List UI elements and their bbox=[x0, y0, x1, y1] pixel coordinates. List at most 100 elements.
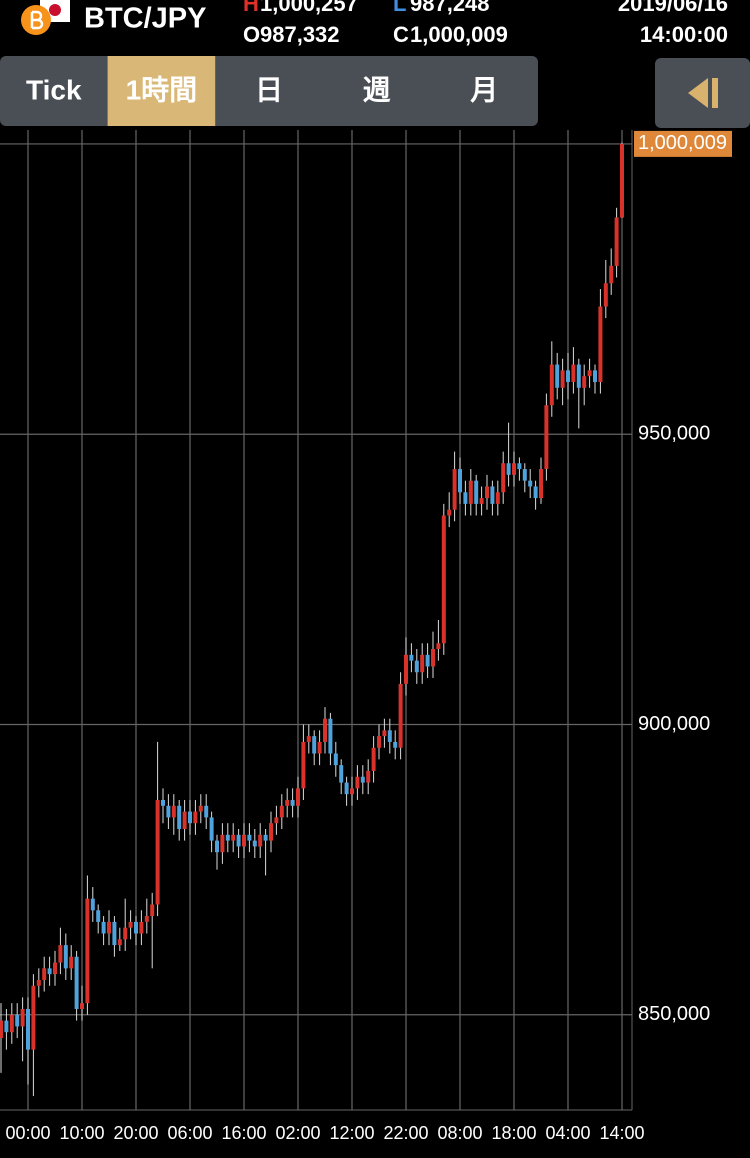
candle-body bbox=[209, 817, 214, 841]
candle-body bbox=[436, 643, 441, 650]
toggle-bar bbox=[712, 78, 718, 108]
candle-body bbox=[582, 376, 587, 388]
candle-body bbox=[188, 811, 192, 824]
tab[interactable]: Tick bbox=[26, 74, 82, 105]
candle-body bbox=[420, 654, 425, 673]
tab[interactable]: 月 bbox=[469, 74, 498, 105]
candle-body bbox=[425, 654, 430, 667]
candle-body bbox=[382, 730, 387, 737]
x-tick-label: 06:00 bbox=[167, 1123, 212, 1143]
candle-body bbox=[296, 788, 300, 806]
candle-body bbox=[485, 486, 489, 499]
candle-body bbox=[90, 898, 95, 911]
candle-body bbox=[144, 916, 149, 922]
candle-body bbox=[220, 834, 225, 853]
y-tick-label: 850,000 bbox=[638, 1003, 710, 1025]
flag-sun bbox=[49, 4, 61, 16]
candle-body bbox=[404, 654, 408, 684]
candle-body bbox=[263, 834, 268, 841]
open-value: 987,332 bbox=[260, 22, 340, 47]
candle-body bbox=[614, 217, 619, 266]
candle-body bbox=[85, 898, 90, 1004]
candle-body bbox=[506, 463, 511, 475]
candle-body bbox=[155, 799, 160, 905]
x-tick-label: 14:00 bbox=[599, 1123, 644, 1143]
y-tick-label: 950,000 bbox=[638, 422, 710, 444]
candle-body bbox=[96, 910, 101, 922]
candle-body bbox=[452, 469, 457, 510]
candle-body bbox=[274, 817, 279, 824]
candle-body bbox=[242, 834, 246, 847]
candle-body bbox=[560, 370, 565, 388]
candle-body bbox=[204, 805, 209, 818]
candle-body bbox=[344, 782, 349, 795]
candle-body bbox=[387, 730, 392, 742]
tab-selected-bg bbox=[107, 56, 216, 126]
x-tick-label: 22:00 bbox=[383, 1123, 428, 1143]
candle-body bbox=[36, 979, 41, 986]
x-tick-label: 12:00 bbox=[329, 1123, 374, 1143]
candle-body bbox=[414, 660, 419, 673]
tab[interactable]: 日 bbox=[255, 74, 283, 105]
candle-body bbox=[247, 834, 252, 841]
candle-body bbox=[215, 840, 219, 853]
candle-body bbox=[231, 834, 236, 841]
candle-body bbox=[4, 1020, 9, 1033]
x-tick-label: 00:00 bbox=[5, 1123, 50, 1143]
candle-body bbox=[350, 788, 354, 795]
candle-body bbox=[371, 747, 376, 771]
candle-body bbox=[53, 962, 57, 975]
candle-body bbox=[236, 834, 241, 847]
tab[interactable]: 1時間 bbox=[126, 74, 198, 105]
candle-body bbox=[123, 927, 128, 940]
candle-body bbox=[58, 945, 63, 963]
price-tag-label: 1,000,009 bbox=[638, 132, 727, 154]
candle-body bbox=[290, 799, 295, 806]
low-value: 987,248 bbox=[410, 0, 490, 16]
candle-body bbox=[593, 370, 597, 382]
candle-body bbox=[468, 480, 473, 504]
candle-body bbox=[366, 770, 371, 783]
candle-body bbox=[598, 306, 603, 382]
candle-body bbox=[517, 463, 522, 470]
candle-body bbox=[139, 921, 144, 934]
price-tag bbox=[634, 130, 732, 157]
candle-body bbox=[555, 364, 560, 388]
candle-body bbox=[522, 469, 527, 481]
candle-body bbox=[134, 921, 138, 934]
candle-body bbox=[301, 741, 306, 789]
candle-body bbox=[63, 945, 68, 969]
candle-body bbox=[576, 364, 581, 388]
x-tick-label: 20:00 bbox=[113, 1123, 158, 1143]
candle-body bbox=[549, 364, 554, 406]
candle-body bbox=[31, 985, 36, 1050]
candle-body bbox=[112, 921, 117, 946]
candle-body bbox=[80, 1003, 84, 1009]
candle-body bbox=[463, 492, 468, 504]
candle-body bbox=[198, 805, 203, 812]
candle-body bbox=[9, 1014, 14, 1033]
pair-name: BTC/JPY bbox=[84, 3, 206, 35]
candle-body bbox=[333, 753, 338, 766]
tab[interactable]: 週 bbox=[363, 74, 391, 105]
candle-body bbox=[193, 811, 198, 824]
date: 2019/06/16 bbox=[618, 0, 728, 16]
candle-body bbox=[150, 904, 155, 917]
candle-body bbox=[571, 364, 576, 382]
x-tick-label: 02:00 bbox=[275, 1123, 320, 1143]
candle-body bbox=[512, 463, 516, 475]
candle-body bbox=[441, 515, 446, 644]
candle-body bbox=[269, 823, 273, 841]
candle-body bbox=[279, 805, 284, 818]
candle-body bbox=[339, 765, 344, 783]
candle-body bbox=[398, 683, 403, 748]
candle-body bbox=[328, 718, 333, 754]
candle-body bbox=[177, 805, 182, 830]
candle-body bbox=[393, 741, 398, 748]
candle-body bbox=[587, 370, 592, 377]
candle-body bbox=[15, 1014, 20, 1027]
high-label: H bbox=[243, 0, 259, 16]
candle-body bbox=[42, 968, 47, 980]
